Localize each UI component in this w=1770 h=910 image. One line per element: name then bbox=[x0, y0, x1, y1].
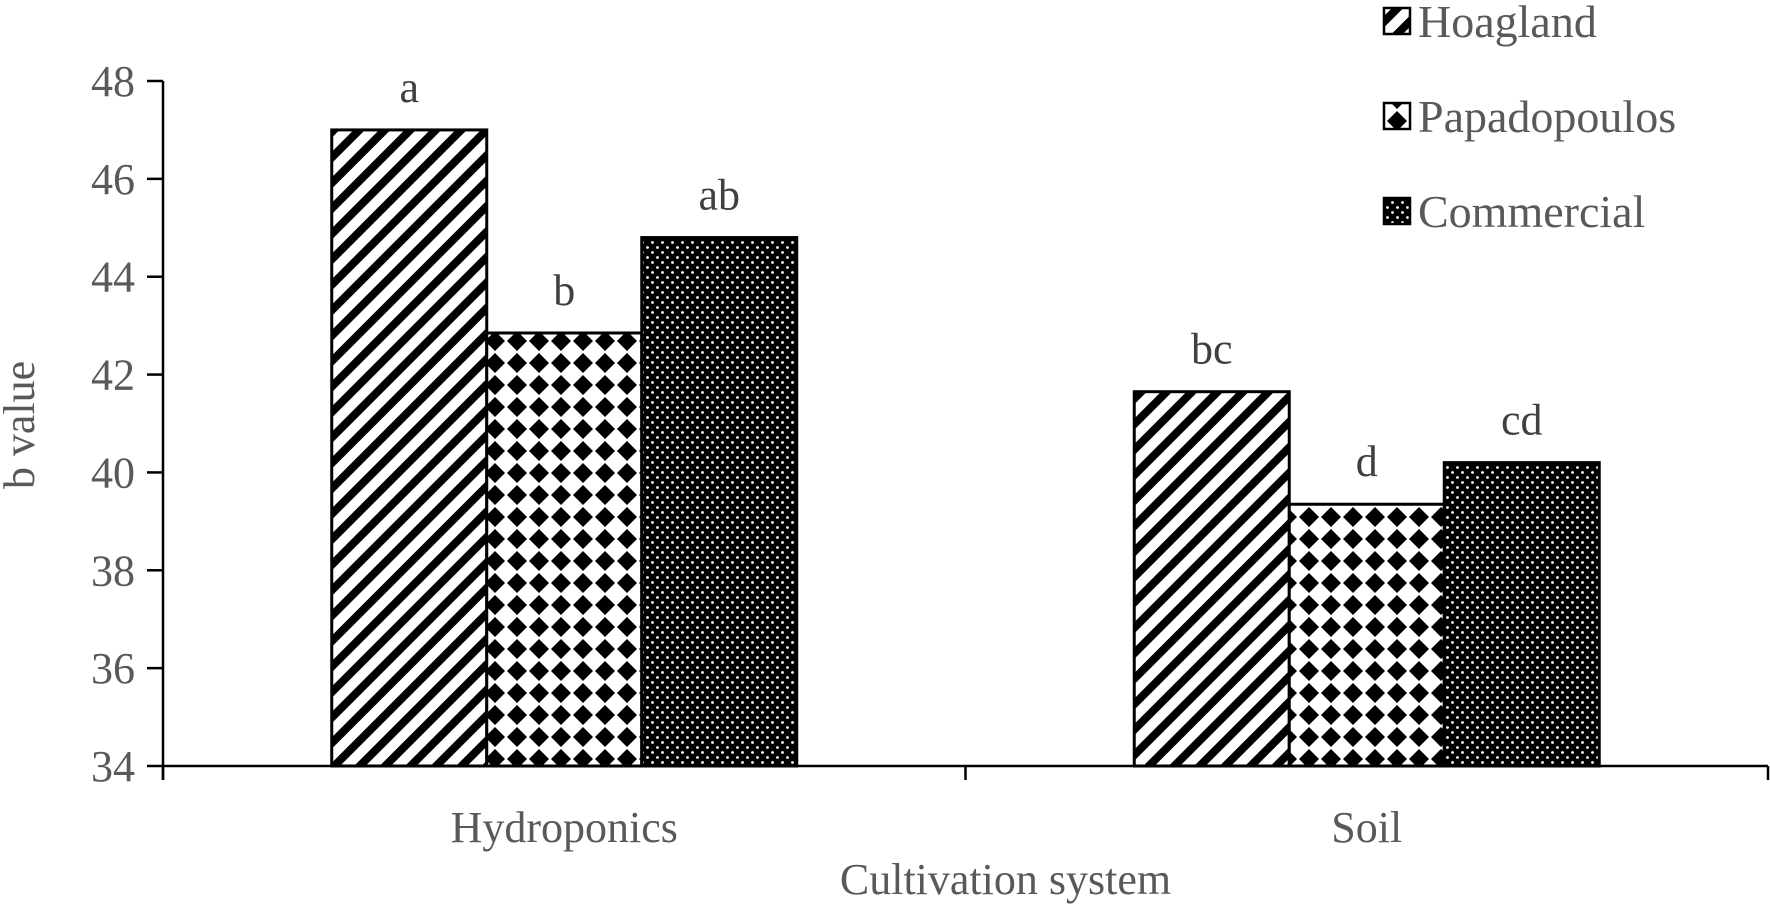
bar-significance-label: d bbox=[1356, 437, 1378, 486]
bar-hoagland-hydroponics bbox=[330, 128, 489, 768]
legend-swatch-papadopoulos bbox=[1382, 101, 1412, 131]
legend-label-commercial: Commercial bbox=[1418, 186, 1645, 237]
bar-significance-label: a bbox=[399, 63, 419, 112]
y-axis-title: b value bbox=[0, 361, 44, 489]
legend: Hoagland Papadopoulos Commercial bbox=[1382, 0, 1676, 237]
bar-papadopoulos-hydroponics bbox=[485, 331, 644, 768]
y-tick-label: 42 bbox=[91, 351, 135, 400]
x-tick-label: Soil bbox=[1331, 803, 1402, 852]
y-tick-label: 46 bbox=[91, 155, 135, 204]
y-tick-label: 44 bbox=[91, 253, 135, 302]
bar-commercial-soil bbox=[1442, 461, 1601, 768]
bar-hoagland-soil bbox=[1132, 390, 1291, 768]
bar-commercial-hydroponics bbox=[640, 236, 799, 768]
x-axis-title: Cultivation system bbox=[840, 855, 1171, 904]
labels-layer: ababHydroponicsbcdcdSoil3436384042444648… bbox=[0, 57, 1543, 904]
bar-significance-label: bc bbox=[1191, 325, 1233, 374]
bar-significance-label: cd bbox=[1501, 396, 1543, 445]
bars-layer bbox=[330, 128, 1601, 768]
y-tick-label: 36 bbox=[91, 644, 135, 693]
legend-label-papadopoulos: Papadopoulos bbox=[1418, 91, 1676, 142]
y-tick-label: 34 bbox=[91, 742, 135, 791]
axes-layer bbox=[147, 79, 1770, 780]
y-tick-label: 48 bbox=[91, 57, 135, 106]
legend-label-hoagland: Hoagland bbox=[1418, 0, 1597, 47]
y-tick-label: 40 bbox=[91, 448, 135, 497]
bar-papadopoulos-soil bbox=[1287, 502, 1446, 768]
y-tick-label: 38 bbox=[91, 546, 135, 595]
bar-significance-label: b bbox=[553, 266, 575, 315]
legend-swatch-commercial bbox=[1382, 196, 1412, 226]
legend-swatch-hoagland bbox=[1382, 6, 1412, 36]
x-tick-label: Hydroponics bbox=[451, 803, 678, 852]
bar-significance-label: ab bbox=[698, 171, 740, 220]
